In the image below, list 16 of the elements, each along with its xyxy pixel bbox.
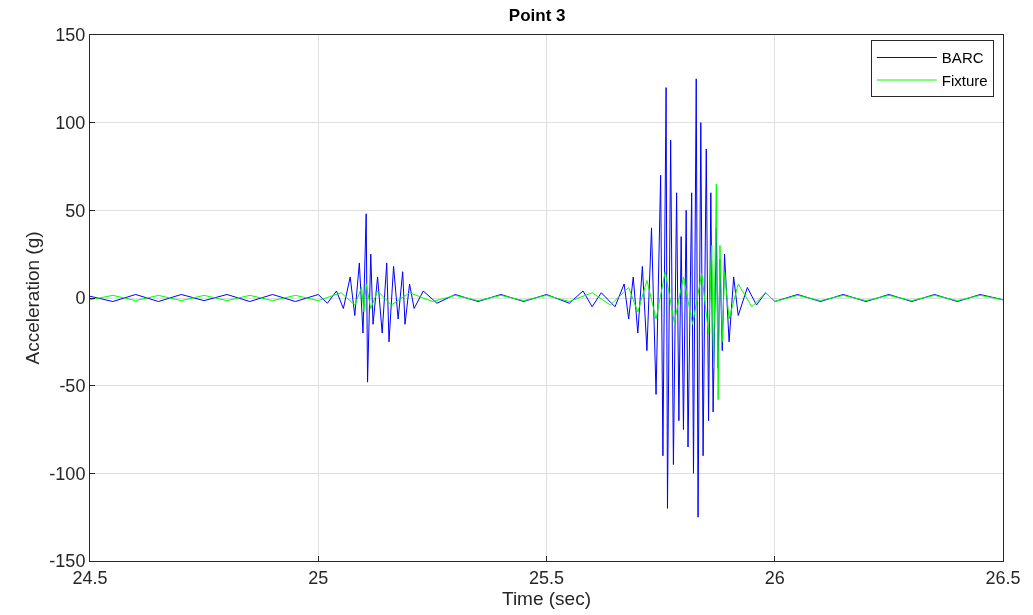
x-axis-title: Time (sec) <box>501 587 592 609</box>
legend-label: Fixture <box>941 71 988 89</box>
chart-title: Point 3 <box>508 6 566 26</box>
y-tick-label: -100 <box>49 463 86 484</box>
line-series <box>90 183 1003 401</box>
x-tick-label: 25.5 <box>528 567 565 588</box>
y-axis-title: Acceleration (g) <box>22 231 44 365</box>
x-tick-label: 26.5 <box>985 567 1021 588</box>
y-tick-label: -50 <box>59 375 86 396</box>
x-tick-label: 25 <box>308 567 329 588</box>
y-tick-label: 50 <box>65 200 86 221</box>
y-tick-label: 0 <box>75 288 86 309</box>
legend-label: BARC <box>941 49 984 67</box>
y-tick-label: 100 <box>55 112 86 133</box>
x-tick-label: 26 <box>764 567 785 588</box>
y-tick-label: 150 <box>55 25 86 46</box>
